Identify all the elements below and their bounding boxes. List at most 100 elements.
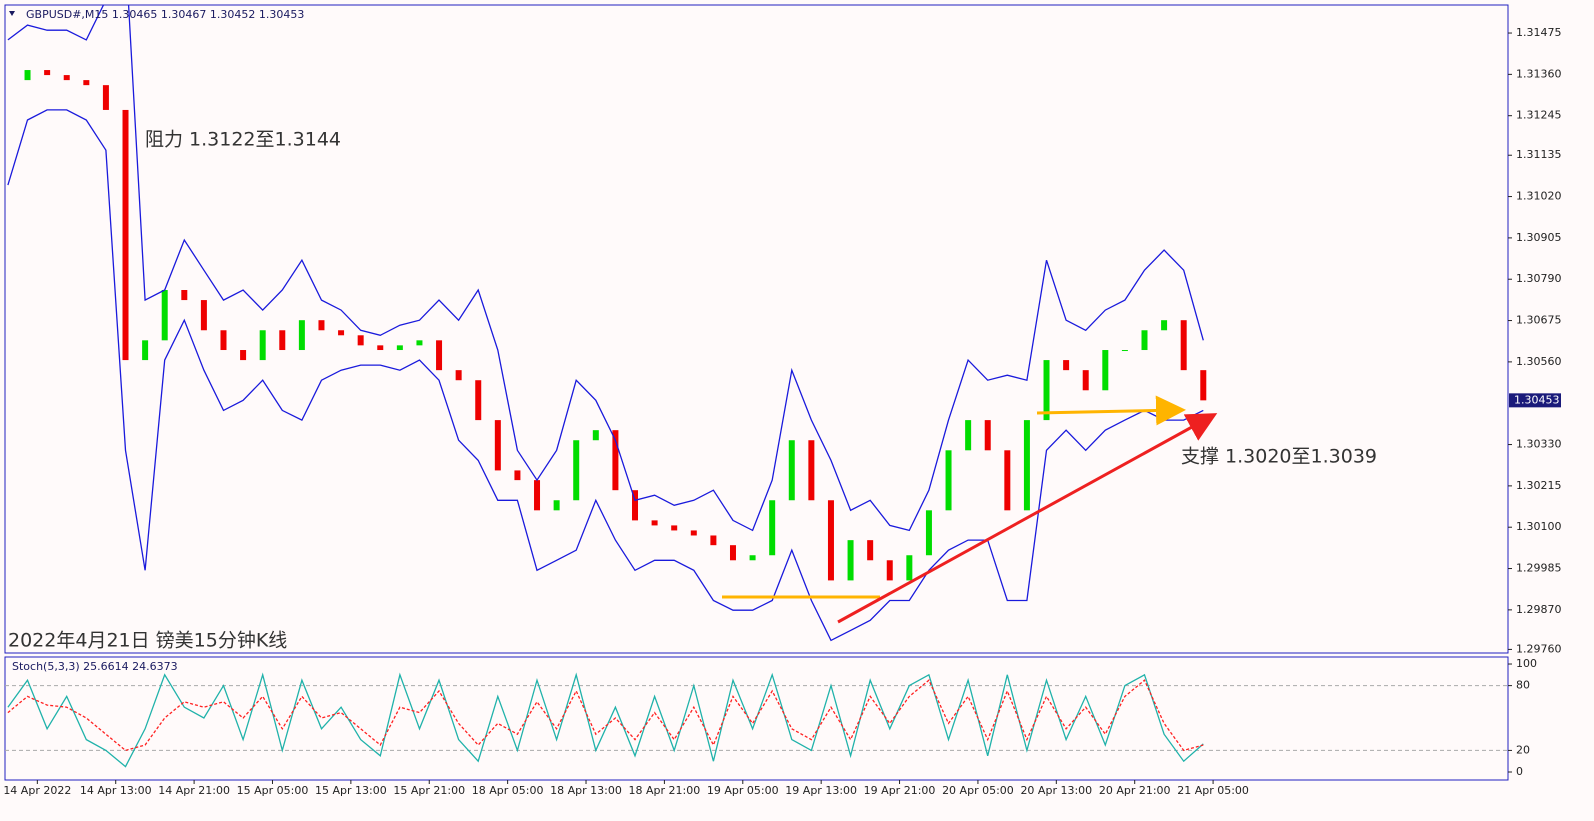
x-tick-label: 15 Apr 13:00	[315, 784, 387, 797]
candle	[671, 525, 678, 531]
x-tick-label: 18 Apr 05:00	[472, 784, 544, 797]
candle	[1180, 320, 1187, 371]
candle	[788, 440, 795, 501]
candle	[690, 530, 697, 536]
x-tick-label: 15 Apr 21:00	[393, 784, 465, 797]
x-tick-label: 18 Apr 13:00	[550, 784, 622, 797]
candle	[965, 420, 972, 451]
candle	[1161, 320, 1168, 331]
candle	[396, 345, 403, 351]
x-tick-label: 20 Apr 05:00	[942, 784, 1014, 797]
x-tick-label: 19 Apr 21:00	[864, 784, 936, 797]
candle	[1063, 360, 1070, 371]
x-tick-label: 14 Apr 2022	[3, 784, 71, 797]
trend-arrow	[837, 413, 1218, 624]
candle	[259, 330, 266, 361]
main-frame	[4, 4, 1509, 654]
candle	[338, 330, 345, 336]
candle	[1043, 360, 1050, 421]
candle	[436, 340, 443, 371]
x-tick-label: 19 Apr 13:00	[785, 784, 857, 797]
candle	[1102, 350, 1109, 391]
candle	[1023, 420, 1030, 511]
plot-area	[7, 5, 1207, 642]
chart-title: GBPUSD#,M15 1.30465 1.30467 1.30452 1.30…	[26, 8, 304, 21]
y-tick-label: 1.30215	[1516, 479, 1562, 492]
candle	[945, 450, 952, 511]
candle	[83, 80, 90, 86]
candle	[1121, 350, 1128, 352]
candle	[220, 330, 227, 351]
y-tick-label: 1.31475	[1516, 26, 1562, 39]
candle	[122, 109, 129, 361]
candle	[553, 500, 560, 511]
candle	[886, 560, 893, 581]
candle	[612, 430, 619, 491]
candle	[200, 300, 207, 331]
candle	[827, 500, 834, 581]
candle	[24, 70, 31, 81]
candle	[534, 480, 541, 511]
candle	[710, 535, 717, 546]
last-price-box	[1509, 393, 1561, 408]
candle	[769, 500, 776, 556]
y-tick-label: 1.30675	[1516, 314, 1562, 327]
candle	[44, 70, 51, 76]
series-line	[7, 109, 1204, 642]
x-tick-label: 18 Apr 21:00	[629, 784, 701, 797]
candle	[494, 420, 501, 471]
x-tick-label: 20 Apr 21:00	[1099, 784, 1171, 797]
candle	[514, 470, 521, 481]
candle	[906, 555, 913, 581]
candle	[632, 490, 639, 521]
candle	[377, 345, 384, 351]
x-tick-label: 14 Apr 13:00	[80, 784, 152, 797]
candle	[1082, 370, 1089, 391]
dropdown-icon	[9, 11, 15, 16]
y-tick-label: 1.29985	[1516, 562, 1562, 575]
stoch-panel: 0 20 80 100 14 Apr 2022 14 Apr 13:00 14 Apr 21…	[3, 657, 1537, 797]
y-tick-label: 1.29870	[1516, 603, 1562, 616]
last-price-label: 1.30453	[1514, 393, 1560, 406]
candle	[357, 335, 364, 346]
candle	[1200, 370, 1207, 401]
candle	[161, 290, 168, 341]
x-tick-label: 20 Apr 13:00	[1020, 784, 1092, 797]
candle	[729, 545, 736, 561]
candle	[102, 85, 109, 110]
candle	[847, 540, 854, 581]
y-tick-label: 1.31245	[1516, 109, 1562, 122]
y-tick-label: 20	[1516, 743, 1530, 756]
y-tick-label: 1.31360	[1516, 67, 1562, 80]
x-tick-label: 15 Apr 05:00	[237, 784, 309, 797]
candle	[475, 380, 482, 421]
main-panel: 1.31475 1.31360 1.31245 1.31135 1.31020 1.309…	[7, 5, 1562, 655]
candle	[651, 520, 658, 526]
candle	[984, 420, 991, 451]
candle	[63, 75, 70, 81]
y-tick-label: 1.30100	[1516, 520, 1562, 533]
x-tick-label: 14 Apr 21:00	[158, 784, 230, 797]
candle	[867, 540, 874, 561]
series-line	[7, 5, 1204, 532]
candle	[318, 320, 325, 331]
y-tick-label: 1.30790	[1516, 272, 1562, 285]
annotation: 支撑 1.3020至1.3039	[1181, 446, 1377, 468]
stoch-frame	[4, 656, 1509, 781]
annotation: 2022年4月21日 镑美15分钟K线	[8, 630, 287, 652]
candle	[455, 370, 462, 381]
x-tick-label: 21 Apr 05:00	[1177, 784, 1249, 797]
candle	[1004, 450, 1011, 511]
y-tick-label: 1.30560	[1516, 355, 1562, 368]
plot-area	[7, 672, 1204, 768]
candle	[416, 340, 423, 346]
y-tick-label: 1.31020	[1516, 190, 1562, 203]
candle	[181, 290, 188, 301]
candle	[808, 440, 815, 501]
candle	[573, 440, 580, 501]
candle	[749, 555, 756, 561]
y-tick-label: 100	[1516, 657, 1537, 670]
series-line	[7, 679, 1204, 752]
